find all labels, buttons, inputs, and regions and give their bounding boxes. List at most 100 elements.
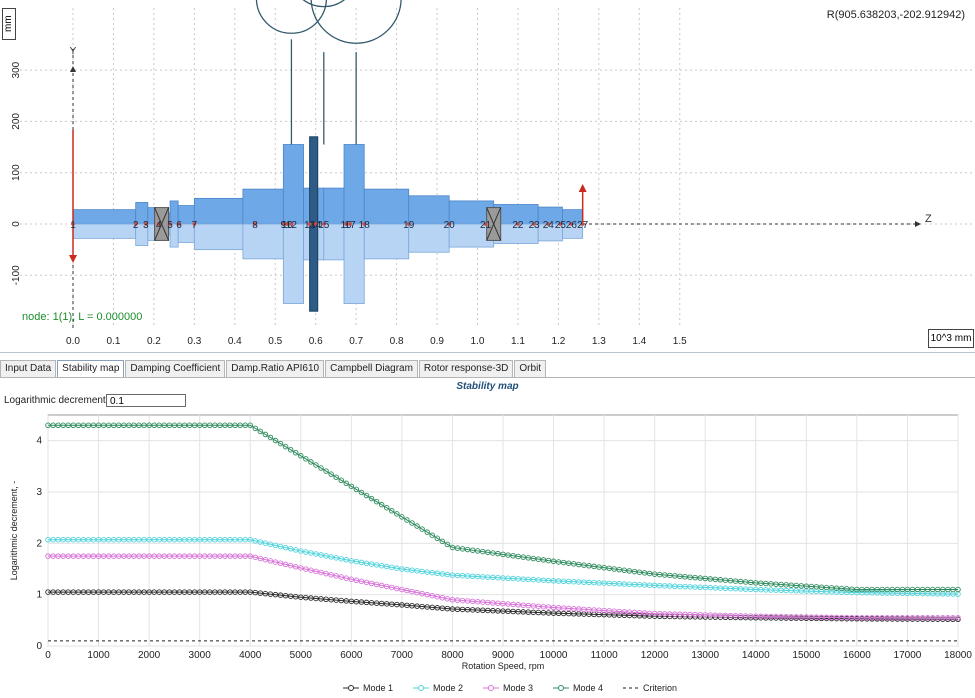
series-point — [237, 536, 243, 543]
tab-damp-ratio-api610[interactable]: Damp.Ratio API610 — [226, 360, 325, 377]
series-point — [950, 615, 956, 621]
log-decrement-input[interactable]: 0.1 — [106, 394, 186, 407]
series-point — [702, 612, 708, 618]
series-point — [611, 566, 617, 572]
series-point — [196, 422, 203, 429]
legend-entry: Mode 4 — [553, 683, 603, 693]
series-point — [899, 615, 906, 621]
series-point — [702, 584, 708, 591]
series-point — [404, 602, 410, 609]
series-point — [257, 590, 264, 596]
series-point — [798, 614, 805, 620]
series-point — [909, 586, 916, 593]
series-point — [778, 587, 784, 594]
series-point — [95, 536, 102, 543]
series-point — [565, 605, 572, 612]
rotor-model-view[interactable]: 0.0 0.1 0.2 0.3 0.4 0.5 0.6 0.7 0.8 0.9 1.0 1.1 1.2 1… — [0, 0, 975, 353]
tab-orbit[interactable]: Orbit — [514, 360, 547, 377]
tab-campbell-diagram[interactable]: Campbell Diagram — [325, 360, 418, 377]
series-point — [383, 583, 390, 590]
series-point — [131, 422, 137, 429]
series-point — [500, 575, 506, 581]
x-tick-label: 18000 — [944, 650, 972, 661]
series-point — [277, 592, 284, 598]
series-point — [110, 422, 117, 429]
shaft-node-label: 3 — [143, 220, 149, 231]
legend-entry: Mode 1 — [343, 683, 393, 693]
series-point — [571, 605, 577, 612]
series-point — [788, 614, 794, 620]
rotor-x-tick-label: 0.8 — [390, 336, 404, 347]
series-point — [55, 589, 61, 595]
series-point — [510, 553, 516, 559]
series-point — [515, 553, 521, 560]
series-point — [404, 517, 410, 523]
shaft-node-label: 20 — [444, 220, 456, 231]
series-point — [854, 615, 860, 621]
series-point — [747, 614, 754, 621]
series-point — [864, 615, 870, 621]
tab-rotor-response-3d[interactable]: Rotor response-3D — [418, 360, 514, 377]
shaft-node-label: 22 — [512, 220, 524, 231]
series-point — [667, 611, 673, 617]
series-point — [783, 587, 789, 594]
rotor-model-canvas[interactable]: 0.0 0.1 0.2 0.3 0.4 0.5 0.6 0.7 0.8 0.9 1.0 1.1 1.2 1… — [0, 0, 975, 352]
series-point — [404, 566, 410, 573]
shaft-node-marker — [321, 222, 326, 226]
series-point — [773, 587, 779, 593]
series-point — [884, 615, 890, 621]
series-point — [803, 583, 810, 589]
tab-damping-coefficient[interactable]: Damping Coefficient — [125, 360, 226, 377]
series-point — [166, 589, 173, 595]
series-point — [737, 578, 744, 585]
series-point — [505, 601, 511, 607]
series-point — [722, 612, 729, 619]
series-point — [530, 576, 537, 583]
shaft-section-lower — [343, 223, 365, 304]
series-point — [510, 601, 516, 608]
series-point — [217, 589, 223, 595]
series-point — [651, 571, 658, 577]
series-point — [368, 580, 375, 587]
series-point — [485, 607, 491, 614]
series-point — [520, 576, 526, 582]
series-point — [363, 579, 370, 586]
series-point — [581, 606, 587, 613]
series-point — [70, 589, 77, 595]
series-point — [343, 575, 350, 581]
series-point — [844, 586, 850, 592]
series-point — [742, 613, 749, 619]
right-load-arrow — [578, 184, 587, 192]
series-point — [429, 592, 435, 599]
series-point — [394, 601, 400, 608]
series-point — [540, 577, 547, 583]
series-point — [121, 589, 127, 595]
series-point — [677, 573, 683, 580]
series-point — [439, 605, 446, 611]
series-point — [859, 586, 865, 593]
rotor-x-tick-label: 0.5 — [268, 336, 282, 347]
series-point — [945, 586, 951, 593]
series-point — [914, 590, 921, 597]
series-point — [495, 608, 501, 614]
series-point — [747, 613, 754, 619]
tab-input-data[interactable]: Input Data — [0, 360, 57, 377]
series-point — [55, 422, 61, 429]
tab-stability-map[interactable]: Stability map — [57, 360, 125, 377]
series-point — [474, 573, 481, 580]
series-point — [429, 569, 435, 576]
series-point — [171, 536, 178, 543]
series-point — [929, 586, 936, 593]
series-point — [571, 561, 577, 567]
series-point — [636, 569, 643, 575]
series-point — [60, 589, 66, 595]
series-point — [444, 605, 451, 612]
x-tick-label: 3000 — [189, 650, 212, 661]
series-point — [656, 571, 663, 578]
series-point — [854, 589, 860, 596]
series-point — [292, 450, 299, 456]
series-point — [65, 536, 71, 543]
shaft-node-label: 10 — [282, 220, 294, 231]
series-point — [474, 607, 481, 613]
series-point — [828, 585, 835, 591]
